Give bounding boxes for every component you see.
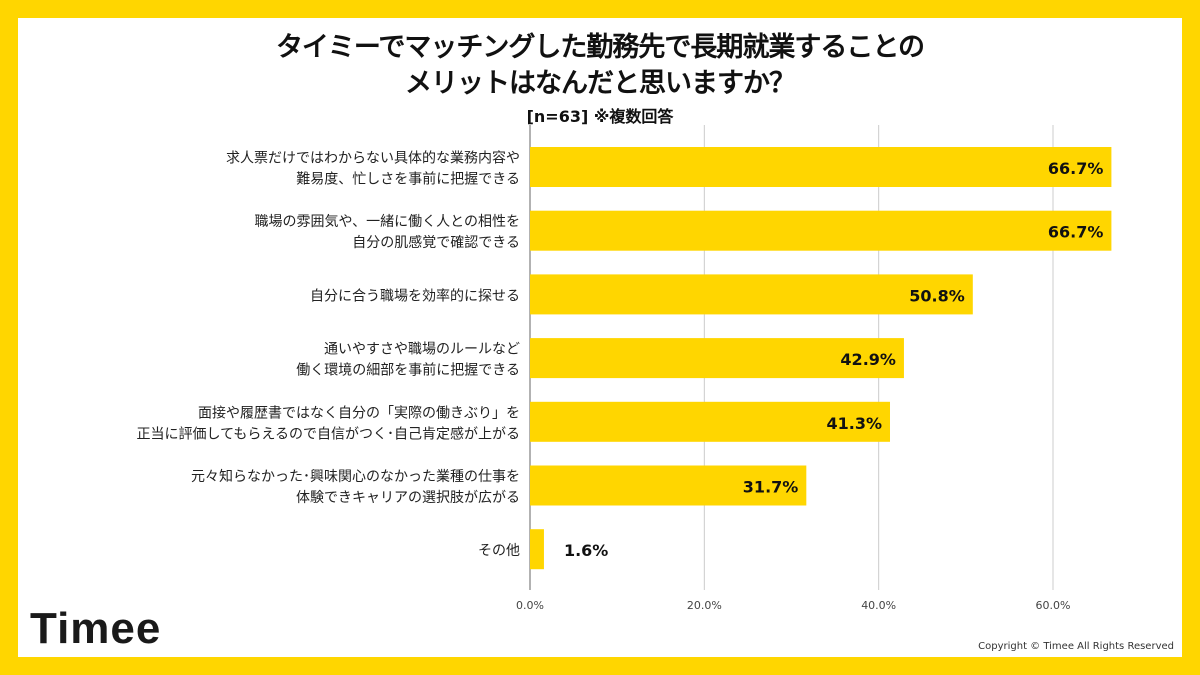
data-label: 66.7% — [1048, 223, 1104, 242]
copyright: Copyright © Timee All Rights Reserved — [978, 641, 1174, 652]
category-label: 正当に評価してもらえるので自信がつく･自己肯定感が上がる — [137, 425, 520, 442]
category-label: 自分の肌感覚で確認できる — [352, 234, 520, 251]
bar — [530, 274, 973, 315]
x-tick-label: 60.0% — [1036, 599, 1071, 612]
bar — [530, 465, 807, 506]
data-label: 66.7% — [1048, 159, 1104, 178]
bar — [530, 338, 904, 379]
chart-subtitle: [n=63] ※複数回答 — [526, 107, 674, 126]
bar — [530, 147, 1112, 187]
bar — [530, 401, 890, 442]
data-label: 50.8% — [909, 286, 965, 305]
category-label: 体験できキャリアの選択肢が広がる — [296, 490, 520, 506]
chart-panel — [18, 18, 1182, 657]
bar — [530, 529, 544, 570]
data-label: 31.7% — [743, 478, 799, 497]
category-label: 難易度、忙しさを事前に把握できる — [296, 171, 520, 188]
timee-logo: Timee — [30, 604, 162, 653]
x-tick-label: 20.0% — [687, 599, 722, 612]
category-label: 働く環境の細部を事前に把握できる — [296, 362, 520, 379]
category-label: 元々知らなかった･興味関心のなかった業種の仕事を — [191, 468, 520, 485]
title-line-2: メリットはなんだと思いますか？ — [405, 68, 796, 99]
data-label: 42.9% — [840, 350, 896, 369]
data-label: 1.6% — [564, 541, 608, 560]
category-label: 通いやすさや職場のルールなど — [324, 342, 520, 358]
category-label: 求人票だけではわからない具体的な業務内容や — [226, 150, 520, 167]
chart-title: タイミーでマッチングした勤務先で長期就業することの メリットはなんだと思いますか… — [0, 30, 1200, 102]
x-tick-label: 0.0% — [516, 599, 544, 612]
category-label: 自分に合う職場を効率的に探せる — [310, 287, 520, 304]
category-label: 面接や履歴書ではなく自分の「実際の働きぶり」を — [198, 404, 520, 421]
category-label: 職場の雰囲気や、一緒に働く人との相性を — [255, 214, 520, 230]
x-tick-label: 40.0% — [861, 599, 896, 612]
title-line-1: タイミーでマッチングした勤務先で長期就業することの — [275, 32, 925, 63]
category-label: その他 — [478, 543, 520, 559]
data-label: 41.3% — [826, 414, 882, 433]
bar — [530, 210, 1112, 251]
